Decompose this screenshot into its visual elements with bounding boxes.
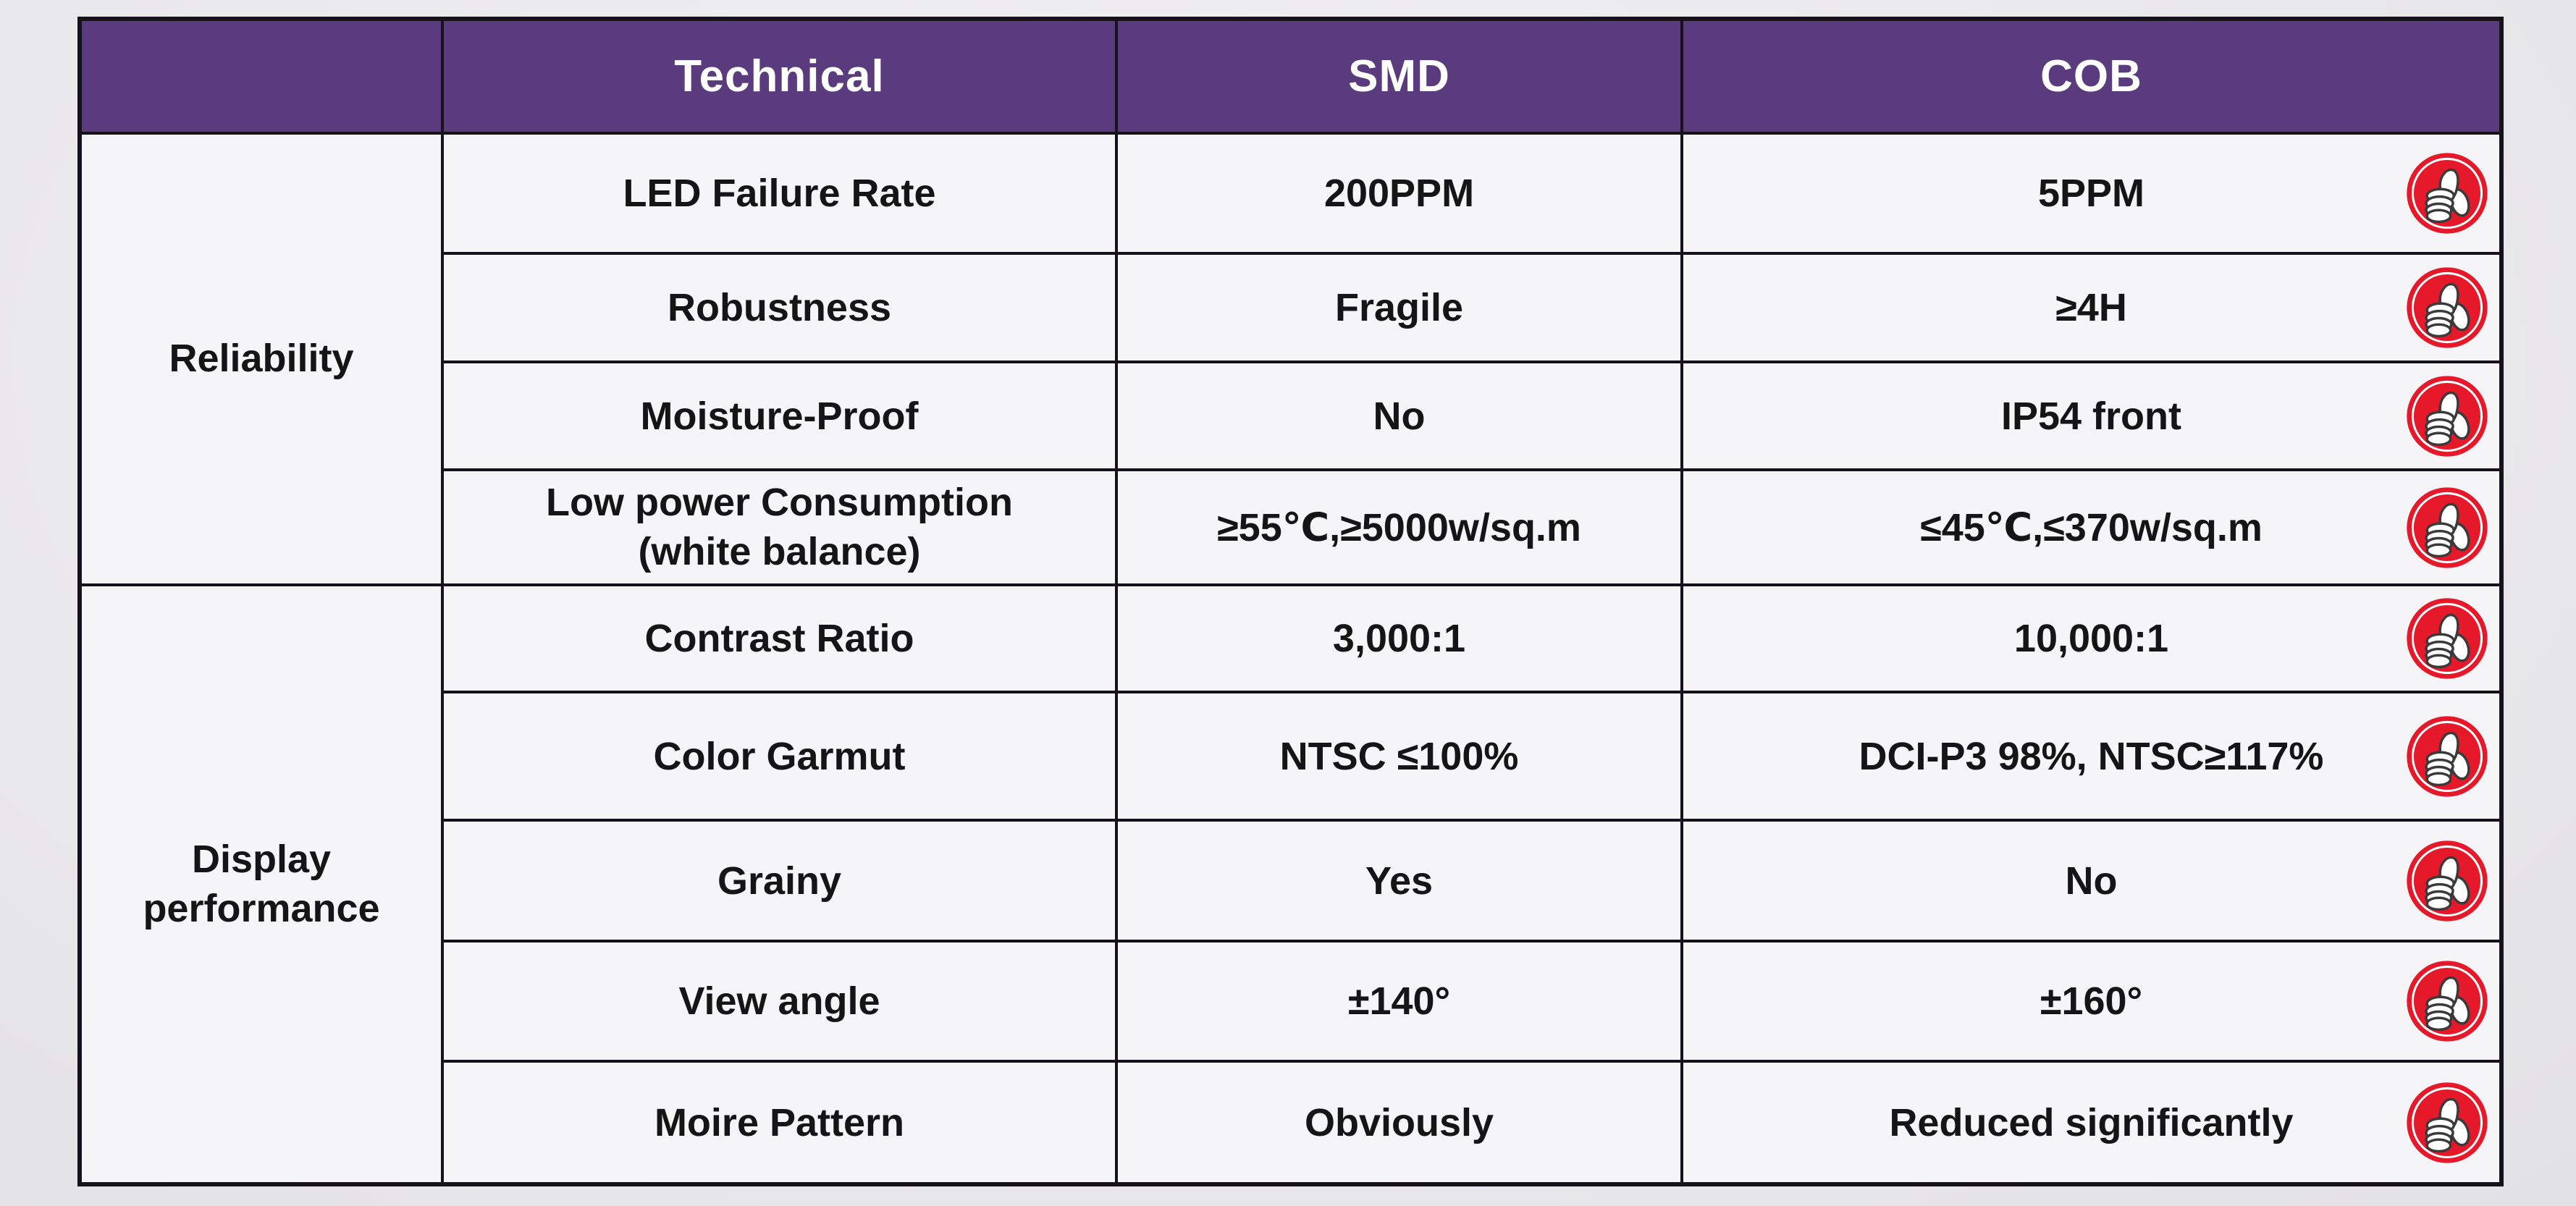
smd-cell: ±140° (1115, 940, 1683, 1063)
cob-cell: 5PPM (1680, 132, 2503, 255)
cob-cell: ±160° (1680, 940, 2503, 1063)
smd-cell: NTSC ≤100% (1115, 691, 1683, 822)
header-row: Technical SMD COB (78, 17, 2503, 135)
header-category-blank (78, 17, 444, 135)
technical-cell: Moire Pattern (441, 1060, 1118, 1186)
technical-cell: Robustness (441, 252, 1118, 363)
cob-cell: No (1680, 819, 2503, 943)
table-row: Reliability LED Failure Rate 200PPM 5PPM (78, 132, 2503, 586)
table-row: View angle ±140° ±160° (80, 940, 2503, 1063)
cob-value: DCI-P3 98%, NTSC≥117% (1859, 734, 2324, 778)
header-technical: Technical (441, 17, 1118, 135)
table-row: Display performance Contrast Ratio 3,000… (78, 583, 2503, 1186)
group-label-reliability: Reliability (78, 132, 444, 586)
cob-cell: DCI-P3 98%, NTSC≥117% (1680, 691, 2503, 822)
smd-cell: ≥55℃,≥5000w/sq.m (1115, 468, 1683, 586)
header-smd: SMD (1115, 17, 1683, 135)
technical-cell: Moisture-Proof (441, 360, 1118, 471)
table-row: Color Garmut NTSC ≤100% DCI-P3 98%, NTSC… (80, 691, 2503, 822)
thumbs-up-icon (2405, 486, 2489, 570)
cob-cell: IP54 front (1680, 360, 2503, 471)
cob-value: 10,000:1 (2013, 617, 2169, 660)
technical-cell: Grainy (441, 819, 1118, 943)
thumbs-up-icon (2405, 714, 2489, 798)
cob-value: No (2065, 859, 2118, 903)
smd-cell: Obviously (1115, 1060, 1683, 1186)
cob-cell: ≥4H (1680, 252, 2503, 363)
cob-value: 5PPM (2037, 172, 2145, 215)
table-row: Robustness Fragile ≥4H (80, 252, 2503, 363)
thumbs-up-icon (2405, 839, 2489, 923)
comparison-table: Technical SMD COB Reliability LED Failur… (77, 17, 2504, 1186)
technical-cell: Color Garmut (441, 691, 1118, 822)
smd-cell: Yes (1115, 819, 1683, 943)
cob-value: Reduced significantly (1889, 1100, 2294, 1144)
thumbs-up-icon (2405, 151, 2489, 235)
smd-cell: 200PPM (1115, 132, 1683, 255)
cob-value: ≥4H (2055, 286, 2127, 329)
table-row: Moire Pattern Obviously Reduced signific… (80, 1060, 2503, 1186)
table-row: Grainy Yes No (80, 819, 2503, 943)
thumbs-up-icon (2405, 1081, 2489, 1165)
table-row: Moisture-Proof No IP54 front (80, 360, 2503, 471)
technical-cell: LED Failure Rate (441, 132, 1118, 255)
technical-cell: Contrast Ratio (441, 583, 1118, 693)
cob-value: IP54 front (2000, 394, 2182, 438)
smd-cell: 3,000:1 (1115, 583, 1683, 693)
cob-cell: 10,000:1 (1680, 583, 2503, 693)
technical-cell: Low power Consumption (white balance) (441, 468, 1118, 586)
cob-value: ≤45℃,≤370w/sq.m (1920, 506, 2263, 549)
cob-value: ±160° (2040, 979, 2143, 1023)
group-label-display-performance: Display performance (78, 583, 444, 1186)
smd-cell: No (1115, 360, 1683, 471)
smd-cell: Fragile (1115, 252, 1683, 363)
thumbs-up-icon (2405, 596, 2489, 680)
cob-cell: Reduced significantly (1680, 1060, 2503, 1186)
thumbs-up-icon (2405, 266, 2489, 350)
cob-cell: ≤45℃,≤370w/sq.m (1680, 468, 2503, 586)
technical-cell: View angle (441, 940, 1118, 1063)
thumbs-up-icon (2405, 374, 2489, 458)
thumbs-up-icon (2405, 959, 2489, 1043)
table-row: Low power Consumption (white balance) ≥5… (80, 468, 2503, 586)
header-cob: COB (1680, 17, 2503, 135)
